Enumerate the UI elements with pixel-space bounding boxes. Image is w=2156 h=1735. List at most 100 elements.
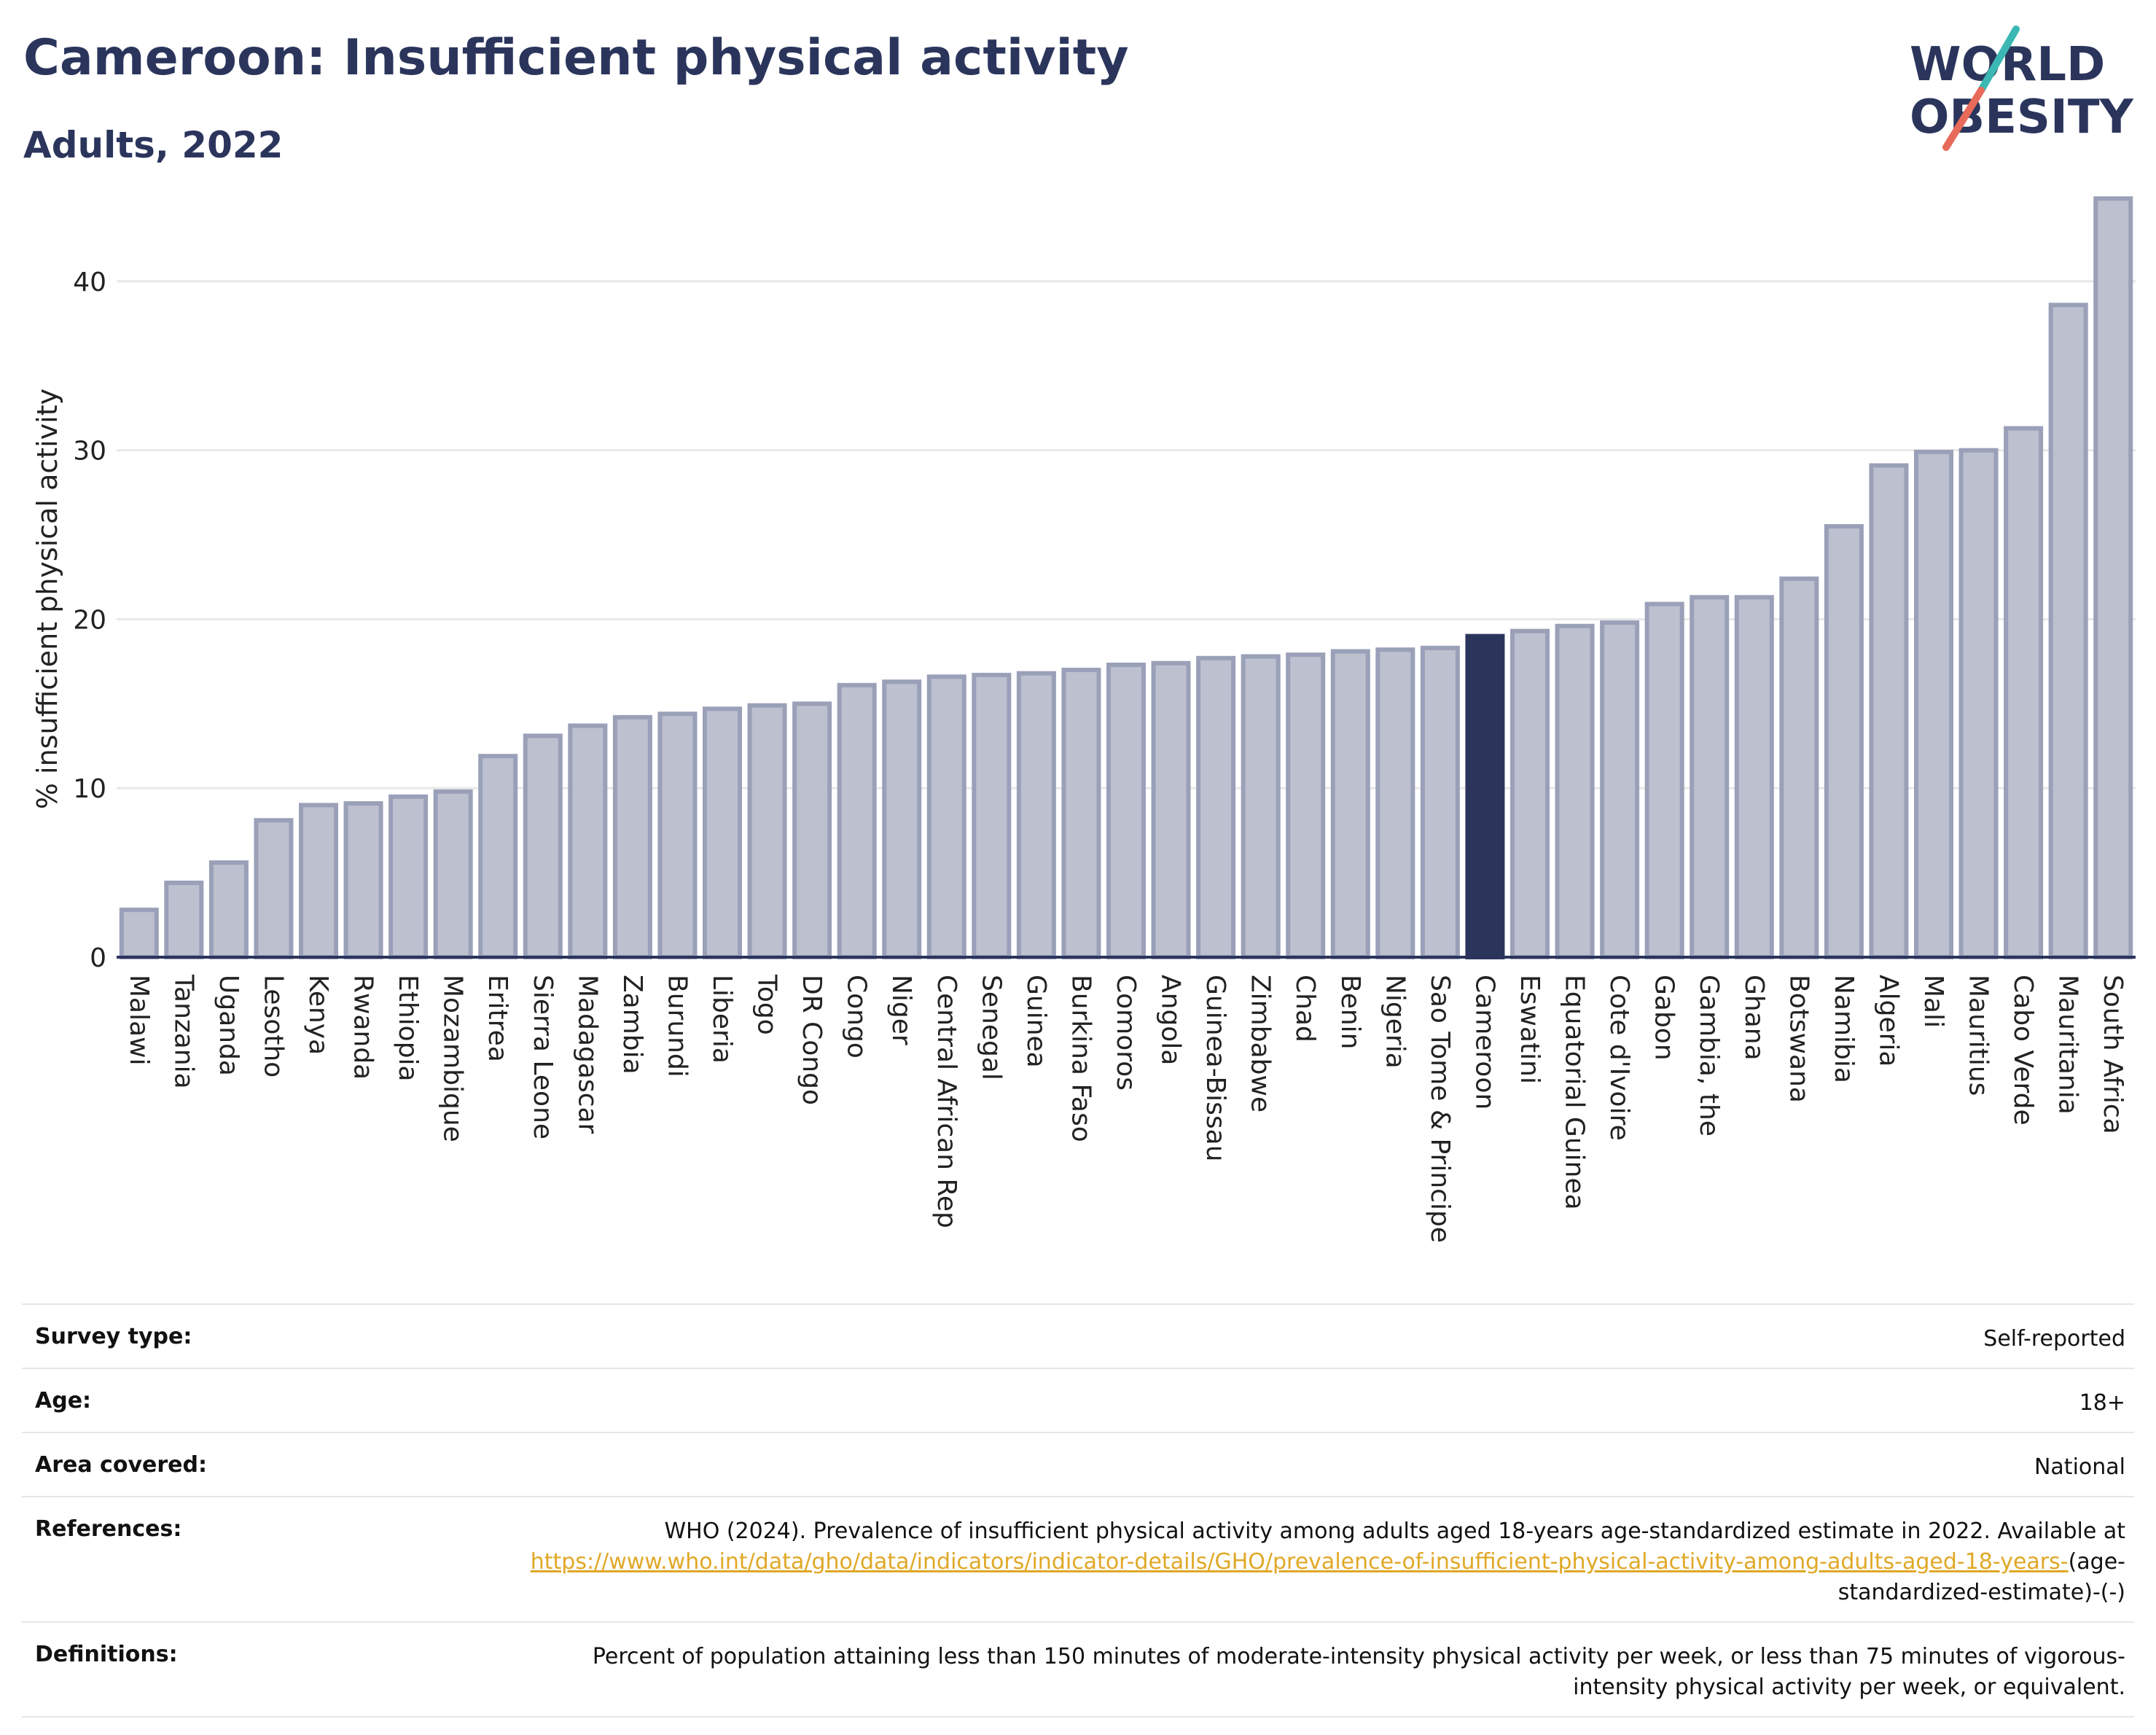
- bar: [972, 672, 1012, 959]
- x-tick-label: Chad: [1290, 975, 1320, 1042]
- x-tick-label: Gambia, the: [1694, 975, 1724, 1136]
- x-tick-label: Sierra Leone: [528, 975, 558, 1139]
- y-tick-labels: 0 10 20 30 40: [73, 268, 106, 973]
- bar: [1600, 620, 1640, 960]
- bar: [1913, 449, 1954, 959]
- bar: [119, 908, 159, 959]
- bar: [1196, 655, 1236, 960]
- x-tick-label: Zambia: [617, 975, 647, 1075]
- bar: [1509, 628, 1550, 959]
- bar: [1958, 448, 1999, 959]
- x-tick-label: Liberia: [707, 975, 737, 1064]
- x-tick-label: Rwanda: [348, 975, 378, 1080]
- x-tick-label: Central African Rep: [931, 975, 961, 1228]
- x-tick-label: Mauritius: [1964, 975, 1993, 1096]
- x-tick-labels: Malawi Tanzania Uganda Lesotho Kenya Rwanda Et…: [124, 974, 2128, 1243]
- bar-highlighted: [1465, 633, 1505, 959]
- y-tick-label: 40: [73, 268, 106, 297]
- bar: [747, 703, 787, 959]
- x-tick-label: Ethiopia: [393, 975, 423, 1082]
- x-tick-label: Cabo Verde: [2008, 975, 2038, 1126]
- bar: [523, 733, 563, 959]
- info-row-area: Area covered: National: [22, 1432, 2134, 1496]
- bar: [1420, 645, 1460, 959]
- bar: [1690, 595, 1730, 960]
- y-tick-label: 0: [90, 943, 106, 973]
- bar: [1241, 654, 1281, 959]
- x-tick-label: Eswatini: [1515, 975, 1544, 1084]
- bar: [1286, 652, 1326, 960]
- definitions-label: Definitions:: [35, 1642, 178, 1667]
- survey-type-value: Self-reported: [1983, 1326, 2125, 1352]
- bars: [119, 196, 2133, 960]
- bar: [1644, 601, 1684, 960]
- bar: [1375, 647, 1415, 959]
- references-value: WHO (2024). Prevalence of insufficient p…: [522, 1516, 2125, 1608]
- bar: [926, 674, 966, 959]
- x-tick-label: South Africa: [2098, 975, 2128, 1134]
- x-tick-label: Lesotho: [258, 975, 288, 1077]
- x-tick-label: Congo: [842, 975, 872, 1058]
- x-tick-label: Guinea: [1021, 975, 1051, 1068]
- y-axis-label: % insufficient physical activity: [31, 389, 63, 809]
- bar: [298, 803, 339, 960]
- world-obesity-logo: WORLD OBESITY: [1910, 26, 2133, 151]
- bar-chart: 0 10 20 30 40 Malawi Tanzania Uganda Lesotho Ken…: [31, 196, 2136, 1243]
- x-tick-label: Madagascar: [572, 975, 602, 1134]
- references-suffix: (age-standardized-estimate)-(-): [1837, 1549, 2125, 1605]
- references-label: References:: [35, 1516, 182, 1542]
- x-tick-label: Namibia: [1829, 975, 1859, 1083]
- info-row-definitions: Definitions: Percent of population attai…: [22, 1621, 2134, 1718]
- bar: [2093, 196, 2133, 960]
- logo-slash-teal: [1977, 26, 2020, 94]
- bar: [2048, 303, 2088, 959]
- bar: [1106, 663, 1147, 959]
- x-tick-label: Zimbabwe: [1246, 975, 1276, 1112]
- x-tick-label: Tanzania: [168, 974, 198, 1089]
- x-tick-label: Mali: [1918, 975, 1948, 1028]
- x-tick-label: Sao Tome & Principe: [1425, 975, 1455, 1243]
- y-tick-label: 20: [73, 605, 106, 635]
- bar: [343, 801, 383, 960]
- x-tick-label: DR Congo: [797, 975, 827, 1105]
- bar: [2004, 426, 2044, 959]
- bar: [478, 754, 518, 959]
- bar: [612, 714, 652, 959]
- bar: [1151, 660, 1191, 959]
- bar: [837, 682, 877, 959]
- y-tick-label: 10: [73, 774, 106, 804]
- x-tick-label: Eritrea: [483, 975, 512, 1062]
- bar: [1779, 576, 1819, 959]
- references-text: WHO (2024). Prevalence of insufficient p…: [664, 1518, 2125, 1544]
- x-tick-label: Ghana: [1739, 975, 1769, 1061]
- references-link[interactable]: https://www.who.int/data/gho/data/indica…: [530, 1549, 2069, 1575]
- bar: [882, 679, 922, 959]
- bar: [208, 860, 249, 960]
- x-tick-label: Senegal: [976, 975, 1006, 1080]
- x-tick-label: Uganda: [214, 975, 243, 1076]
- x-tick-label: Malawi: [124, 975, 154, 1066]
- area-label: Area covered:: [35, 1452, 207, 1478]
- x-tick-label: Mozambique: [438, 975, 468, 1142]
- x-tick-label: Togo: [752, 974, 782, 1035]
- x-tick-label: Equatorial Guinea: [1560, 975, 1590, 1210]
- bar: [1869, 463, 1909, 959]
- x-tick-label: Algeria: [1873, 975, 1903, 1067]
- x-tick-label: Botswana: [1784, 975, 1813, 1103]
- bar: [1555, 623, 1595, 960]
- x-tick-label: Nigeria: [1380, 975, 1410, 1069]
- bar: [254, 818, 294, 960]
- logo-slash-coral: [1942, 87, 1985, 151]
- x-tick-label: Guinea-Bissau: [1200, 975, 1230, 1162]
- info-table: Survey type: Self-reported Age: 18+ Area…: [22, 1303, 2134, 1718]
- page-title: Cameroon: Insufficient physical activity: [23, 29, 1129, 87]
- x-tick-label: Angola: [1156, 975, 1186, 1065]
- logo-line2: OBESITY: [1910, 90, 2133, 144]
- bar: [702, 706, 743, 960]
- bar: [433, 789, 473, 960]
- x-tick-label: Cote d'Ivoire: [1604, 975, 1634, 1141]
- bar: [1824, 523, 1864, 959]
- definitions-value: Percent of population attaining less tha…: [592, 1644, 2125, 1700]
- x-tick-label: Mauritania: [2053, 975, 2083, 1115]
- bar: [388, 794, 429, 960]
